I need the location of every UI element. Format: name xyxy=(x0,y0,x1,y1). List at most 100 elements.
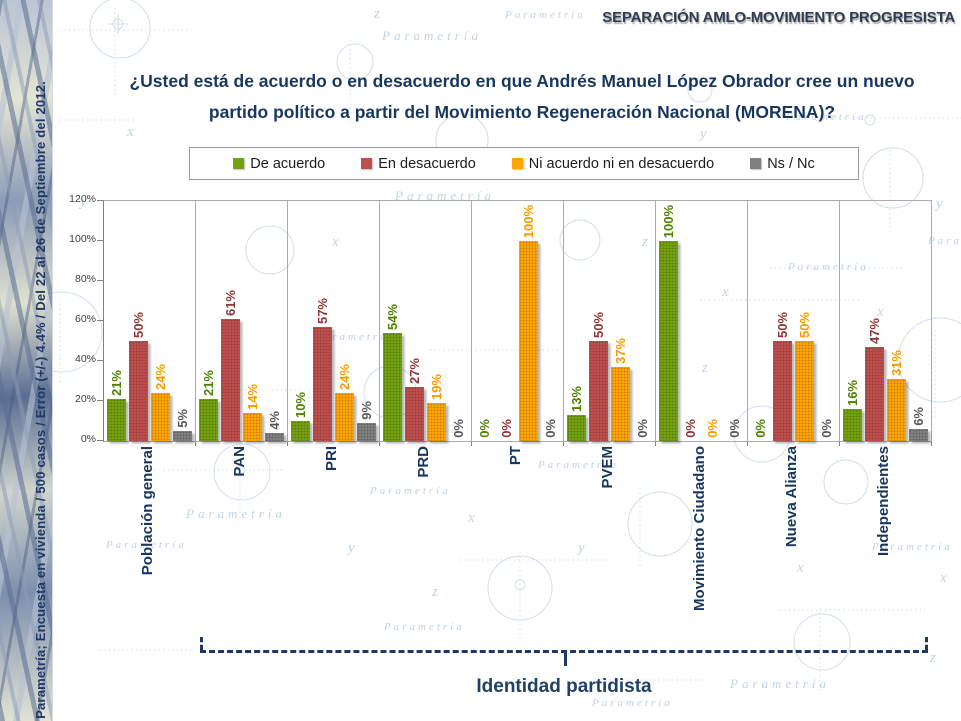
bar xyxy=(107,399,126,441)
bar xyxy=(243,413,262,441)
y-axis-tick-label: 60% xyxy=(74,313,96,325)
bar-cell: 16% xyxy=(843,201,862,441)
bar-cell: 50% xyxy=(589,201,608,441)
bar-cell: 4% xyxy=(265,201,284,441)
legend-item-2: En desacuerdo xyxy=(361,156,476,172)
bar-value-label: 0% xyxy=(727,419,742,438)
bar-group-3: 10% 57% 24% 9% xyxy=(288,201,380,446)
bar xyxy=(589,341,608,441)
bar-cell: 50% xyxy=(795,201,814,441)
category-label: PT xyxy=(507,446,524,466)
bar-cell: 100% xyxy=(659,201,678,441)
y-axis-tick-mark xyxy=(97,400,103,401)
bar xyxy=(519,241,538,441)
legend-label: De acuerdo xyxy=(250,155,326,172)
bar-cell: 0% xyxy=(703,201,722,441)
category-label: Movimiento Ciudadano xyxy=(690,446,708,611)
parametria-watermark: Parametría xyxy=(383,621,465,633)
bar xyxy=(313,327,332,441)
y-axis-tick-mark xyxy=(97,360,103,361)
bar xyxy=(795,341,814,441)
decor-letter-y: y xyxy=(698,126,707,142)
bar-value-label: 100% xyxy=(661,204,676,238)
bar-cell: 10% xyxy=(291,201,310,441)
chart-legend: De acuerdo En desacuerdo Ni acuerdo ni en … xyxy=(189,147,859,180)
bar-value-label: 31% xyxy=(889,349,904,376)
bar xyxy=(865,347,884,441)
bar-group-7: 100% 0% 0% 0% xyxy=(656,201,748,446)
decor-letter-y: y xyxy=(934,196,943,212)
bar-value-label: 57% xyxy=(315,297,330,324)
bar-value-label: 19% xyxy=(429,373,444,400)
bar-chart-plot-area: 21% 50% 24% 5% 21% 61% 14% 4% 10% 57% 24% 9% 54% 27% 1… xyxy=(103,200,932,446)
bar-value-label: 5% xyxy=(175,409,190,428)
bracket-dashed-line xyxy=(200,650,928,653)
y-axis-tick-label: 40% xyxy=(74,353,96,365)
bar-value-label: 24% xyxy=(153,363,168,390)
bar-cell: 14% xyxy=(243,201,262,441)
decor-letter-y: y xyxy=(576,540,585,556)
bar-group-4: 54% 27% 19% 0% xyxy=(380,201,472,446)
category-label: Nueva Alianza xyxy=(782,446,800,548)
bar-value-label: 50% xyxy=(591,311,606,338)
legend-swatch-icon xyxy=(361,158,373,169)
bar-cell: 13% xyxy=(567,201,586,441)
bar-value-label: 14% xyxy=(245,383,260,410)
bar-group-1: 21% 50% 24% 5% xyxy=(104,201,196,446)
legend-swatch-icon xyxy=(511,158,523,169)
bar-cell: 21% xyxy=(107,201,126,441)
bar-cell: 54% xyxy=(383,201,402,441)
bar-value-label: 10% xyxy=(293,391,308,418)
legend-label: Ni acuerdo ni en desacuerdo xyxy=(528,155,715,172)
bar-value-label: 0% xyxy=(499,419,514,438)
bar-cell: 50% xyxy=(773,201,792,441)
legend-swatch-icon xyxy=(233,158,245,169)
slide-header-title: SEPARACIÓN AMLO-MOVIMIENTO PROGRESISTA xyxy=(602,9,955,26)
y-axis-tick-mark xyxy=(97,280,103,281)
bar-value-label: 0% xyxy=(683,419,698,438)
bracket-right-end xyxy=(925,637,928,650)
bar-cell: 24% xyxy=(151,201,170,441)
y-axis-tick-mark xyxy=(97,200,103,201)
decor-letter-z: z xyxy=(431,584,438,600)
bar-value-label: 37% xyxy=(613,337,628,364)
bar-cell: 9% xyxy=(357,201,376,441)
bar xyxy=(335,393,354,441)
bar xyxy=(567,415,586,441)
bar xyxy=(611,367,630,441)
bar-value-label: 27% xyxy=(407,357,422,384)
decor-letter-x: x xyxy=(939,570,947,586)
party-identity-bracket xyxy=(200,636,928,666)
bar xyxy=(265,433,284,441)
survey-question: ¿Usted está de acuerdo o en desacuerdo e… xyxy=(129,71,915,122)
bar-value-label: 50% xyxy=(775,311,790,338)
parametria-watermark: Parametría xyxy=(369,485,451,497)
bar xyxy=(773,341,792,441)
bar-cell: 0% xyxy=(475,201,494,441)
bar-cell: 24% xyxy=(335,201,354,441)
category-label: PRI xyxy=(323,446,341,472)
bar-value-label: 16% xyxy=(845,379,860,406)
bar-value-label: 50% xyxy=(131,311,146,338)
bar-value-label: 0% xyxy=(753,419,768,438)
bar-group-2: 21% 61% 14% 4% xyxy=(196,201,288,446)
bar xyxy=(129,341,148,441)
bar xyxy=(151,393,170,441)
sidebar-watercolor-strip: Parametría; Encuesta en vivienda / 500 c… xyxy=(0,0,53,721)
bar-value-label: 50% xyxy=(797,311,812,338)
bar-cell: 21% xyxy=(199,201,218,441)
decor-letter-z: z xyxy=(929,650,936,666)
bar-group-6: 13% 50% 37% 0% xyxy=(564,201,656,446)
bar-value-label: 21% xyxy=(109,369,124,396)
bar-cell: 0% xyxy=(681,201,700,441)
bracket-center-tick xyxy=(564,653,567,666)
parametria-watermark: Parametría xyxy=(927,235,961,247)
decor-letter-x: x xyxy=(467,510,475,526)
legend-item-4: Ns / Nc xyxy=(750,156,815,172)
parametria-watermark: Parametría xyxy=(591,697,673,709)
bar-value-label: 47% xyxy=(867,317,882,344)
y-axis-tick-mark xyxy=(97,440,103,441)
legend-item-3: Ni acuerdo ni en desacuerdo xyxy=(511,155,715,172)
bar-value-label: 61% xyxy=(223,289,238,316)
bar-value-label: 24% xyxy=(337,363,352,390)
